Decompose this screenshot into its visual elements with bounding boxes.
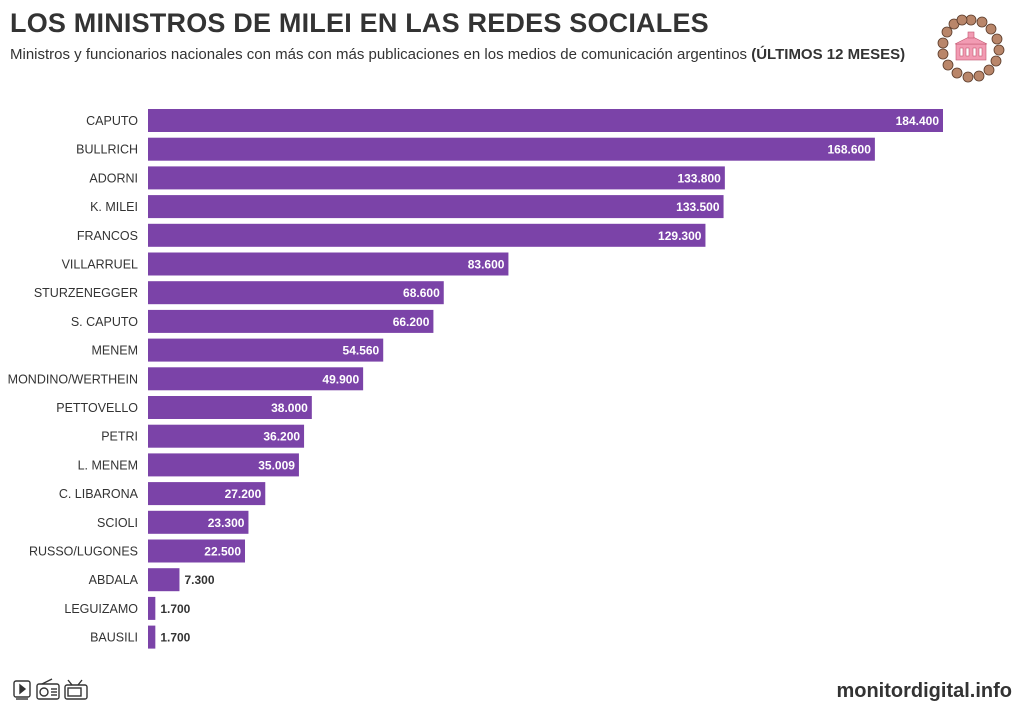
category-label: PETRI: [101, 430, 138, 444]
value-label: 23.300: [208, 516, 245, 530]
category-label: L. MENEM: [78, 458, 138, 472]
subtitle-period: (ÚLTIMOS 12 MESES): [751, 46, 906, 63]
value-label: 133.500: [676, 200, 720, 214]
bar: [148, 482, 266, 506]
value-label: 129.300: [658, 229, 702, 243]
category-label: ABDALA: [89, 573, 139, 587]
subtitle-text: Ministros y funcionarios nacionales con …: [10, 46, 748, 63]
value-label: 36.200: [263, 430, 300, 444]
value-label: 66.200: [393, 315, 430, 329]
bar: [148, 539, 246, 563]
chart-subtitle: Ministros y funcionarios nacionales con …: [10, 45, 910, 65]
bar: [148, 367, 364, 391]
bar: [148, 568, 180, 592]
category-label: K. MILEI: [90, 200, 138, 214]
category-label: STURZENEGGER: [34, 286, 138, 300]
value-label: 54.560: [343, 344, 380, 358]
tablet-video-icon: [13, 680, 31, 700]
casa-rosada: [954, 31, 988, 61]
bar: [148, 166, 725, 190]
category-label: MONDINO/WERTHEIN: [8, 372, 138, 386]
value-label: 27.200: [225, 487, 262, 501]
category-label: SCIOLI: [97, 516, 138, 530]
bar: [148, 223, 706, 247]
category-label: S. CAPUTO: [71, 315, 138, 329]
category-label: C. LIBARONA: [59, 487, 139, 501]
value-label: 83.600: [468, 258, 505, 272]
category-label: BAUSILI: [90, 631, 138, 645]
bar: [148, 109, 943, 132]
category-label: CAPUTO: [86, 114, 138, 128]
bar: [148, 396, 312, 419]
category-label: ADORNI: [89, 171, 138, 185]
brand-name: monitordigital.info: [836, 680, 1012, 702]
value-label: 1.700: [160, 631, 190, 645]
bar: [148, 281, 444, 305]
bar: [148, 137, 875, 161]
category-label: LEGUIZAMO: [64, 602, 138, 616]
bar: [148, 309, 434, 333]
value-label: 49.900: [322, 372, 359, 386]
category-label: RUSSO/LUGONES: [29, 545, 138, 559]
value-label: 35.009: [258, 458, 295, 472]
category-label: MENEM: [91, 344, 138, 358]
value-label: 22.500: [204, 545, 241, 559]
value-label: 1.700: [160, 602, 190, 616]
portrait-ring: [937, 14, 1005, 83]
value-label: 68.600: [403, 286, 440, 300]
bar: [148, 596, 156, 620]
bar: [148, 453, 299, 477]
value-label: 7.300: [184, 573, 214, 587]
category-label: FRANCOS: [77, 229, 138, 243]
category-label: VILLARRUEL: [62, 258, 138, 272]
bar: [148, 252, 509, 276]
bar-chart: CAPUTO 184.400 BULLRICH 168.600 ADORNI 133.80…: [8, 109, 943, 649]
bar: [148, 424, 305, 448]
category-label: BULLRICH: [76, 143, 138, 157]
bar: [148, 625, 156, 649]
radio-icon: [36, 678, 60, 700]
value-label: 168.600: [827, 143, 871, 157]
value-label: 184.400: [896, 114, 940, 128]
bar: [148, 338, 384, 362]
value-label: 38.000: [271, 401, 308, 415]
category-label: PETTOVELLO: [56, 401, 138, 415]
bar: [148, 510, 249, 534]
government-house-logo-icon: [937, 14, 1005, 83]
chart-title: LOS MINISTROS DE MILEI EN LAS REDES SOCI…: [10, 8, 709, 38]
bar: [148, 195, 724, 219]
media-icons: [13, 678, 88, 700]
tv-icon: [64, 679, 88, 700]
value-label: 133.800: [677, 171, 721, 185]
